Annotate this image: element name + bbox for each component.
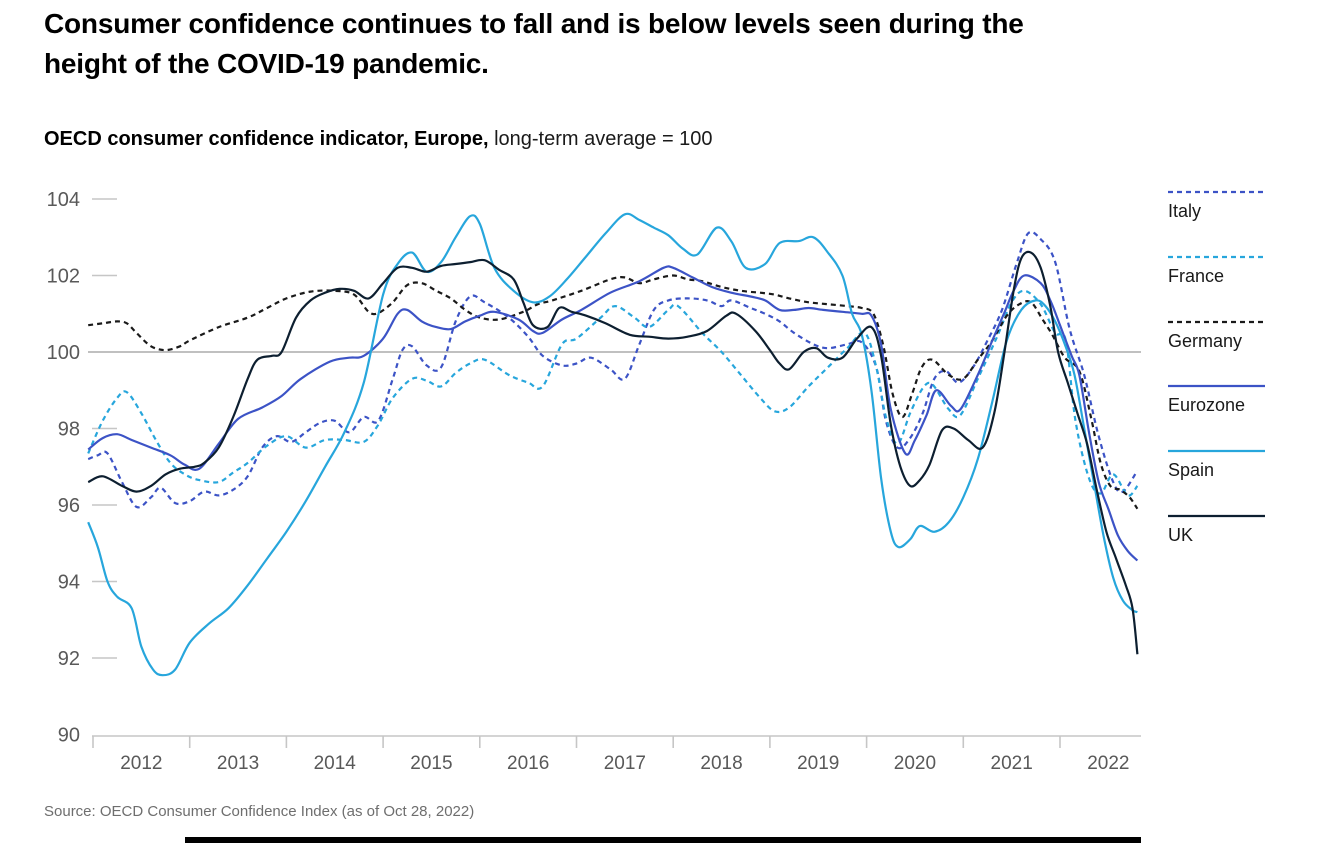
bottom-accent-bar — [185, 837, 1141, 843]
legend-item-eurozone: Eurozone — [1168, 384, 1265, 416]
y-tick-label: 100 — [47, 342, 80, 364]
y-tick-label: 92 — [58, 648, 80, 670]
y-tick-label: 94 — [58, 572, 80, 594]
series-line-spain — [87, 212, 1138, 677]
x-tick-label: 2022 — [1087, 753, 1129, 774]
x-tick-label: 2019 — [797, 753, 839, 774]
legend-label-italy: Italy — [1168, 201, 1202, 221]
y-tick-label: 90 — [58, 725, 80, 747]
legend-label-spain: Spain — [1168, 460, 1215, 481]
y-tick-label: 104 — [47, 189, 80, 211]
series-line-eurozone — [87, 265, 1139, 562]
x-tick-label: 2014 — [314, 753, 357, 774]
x-tick-label: 2017 — [604, 753, 646, 774]
legend-swatch-eurozone-line — [1168, 385, 1265, 388]
y-tick-label: 102 — [47, 266, 80, 288]
legend-swatch-uk-line — [1168, 514, 1265, 518]
legend-label-eurozone: Eurozone — [1168, 395, 1246, 416]
x-tick-label: 2020 — [894, 753, 936, 774]
legend-swatch-italy-line — [1168, 190, 1265, 194]
legend-swatch-germany-line — [1168, 320, 1265, 323]
chart-subtitle-bold: OECD consumer confidence indicator, Euro… — [44, 128, 489, 150]
legend-item-uk: UK — [1168, 514, 1265, 546]
x-tick-label: 2013 — [217, 753, 259, 774]
legend-label-germany: Germany — [1168, 330, 1243, 351]
series-line-germany — [88, 274, 1139, 510]
chart-headline-line2: height of the COVID-19 pandemic. — [44, 48, 489, 79]
chart-headline-line1: Consumer confidence continues to fall an… — [44, 8, 1024, 39]
source-note: Source: OECD Consumer Confidence Index (… — [44, 803, 475, 820]
legend-label-france: France — [1168, 265, 1225, 286]
y-tick-label: 96 — [58, 495, 80, 517]
chart-subtitle-rest: long-term average = 100 — [488, 128, 713, 150]
series-line-france — [87, 289, 1139, 497]
x-tick-label: 2021 — [991, 753, 1033, 774]
x-tick-label: 2012 — [120, 753, 162, 774]
legend-item-spain: Spain — [1168, 449, 1265, 481]
chart-subtitle: OECD consumer confidence indicator, Euro… — [44, 128, 713, 151]
legend-item-italy: Italy — [1168, 190, 1265, 222]
legend-swatch-spain-line — [1168, 450, 1265, 453]
y-tick-label: 98 — [58, 419, 80, 441]
legend-label-uk: UK — [1168, 525, 1194, 545]
x-tick-label: 2015 — [410, 753, 452, 774]
legend-item-france: France — [1168, 255, 1265, 287]
legend-item-germany: Germany — [1168, 320, 1265, 352]
x-tick-label: 2016 — [507, 753, 549, 774]
series-line-uk — [87, 250, 1139, 655]
legend-swatch-france-line — [1168, 255, 1265, 258]
x-tick-label: 2018 — [700, 753, 742, 774]
chart-headline: Consumer confidence continues to fall an… — [44, 4, 1024, 84]
